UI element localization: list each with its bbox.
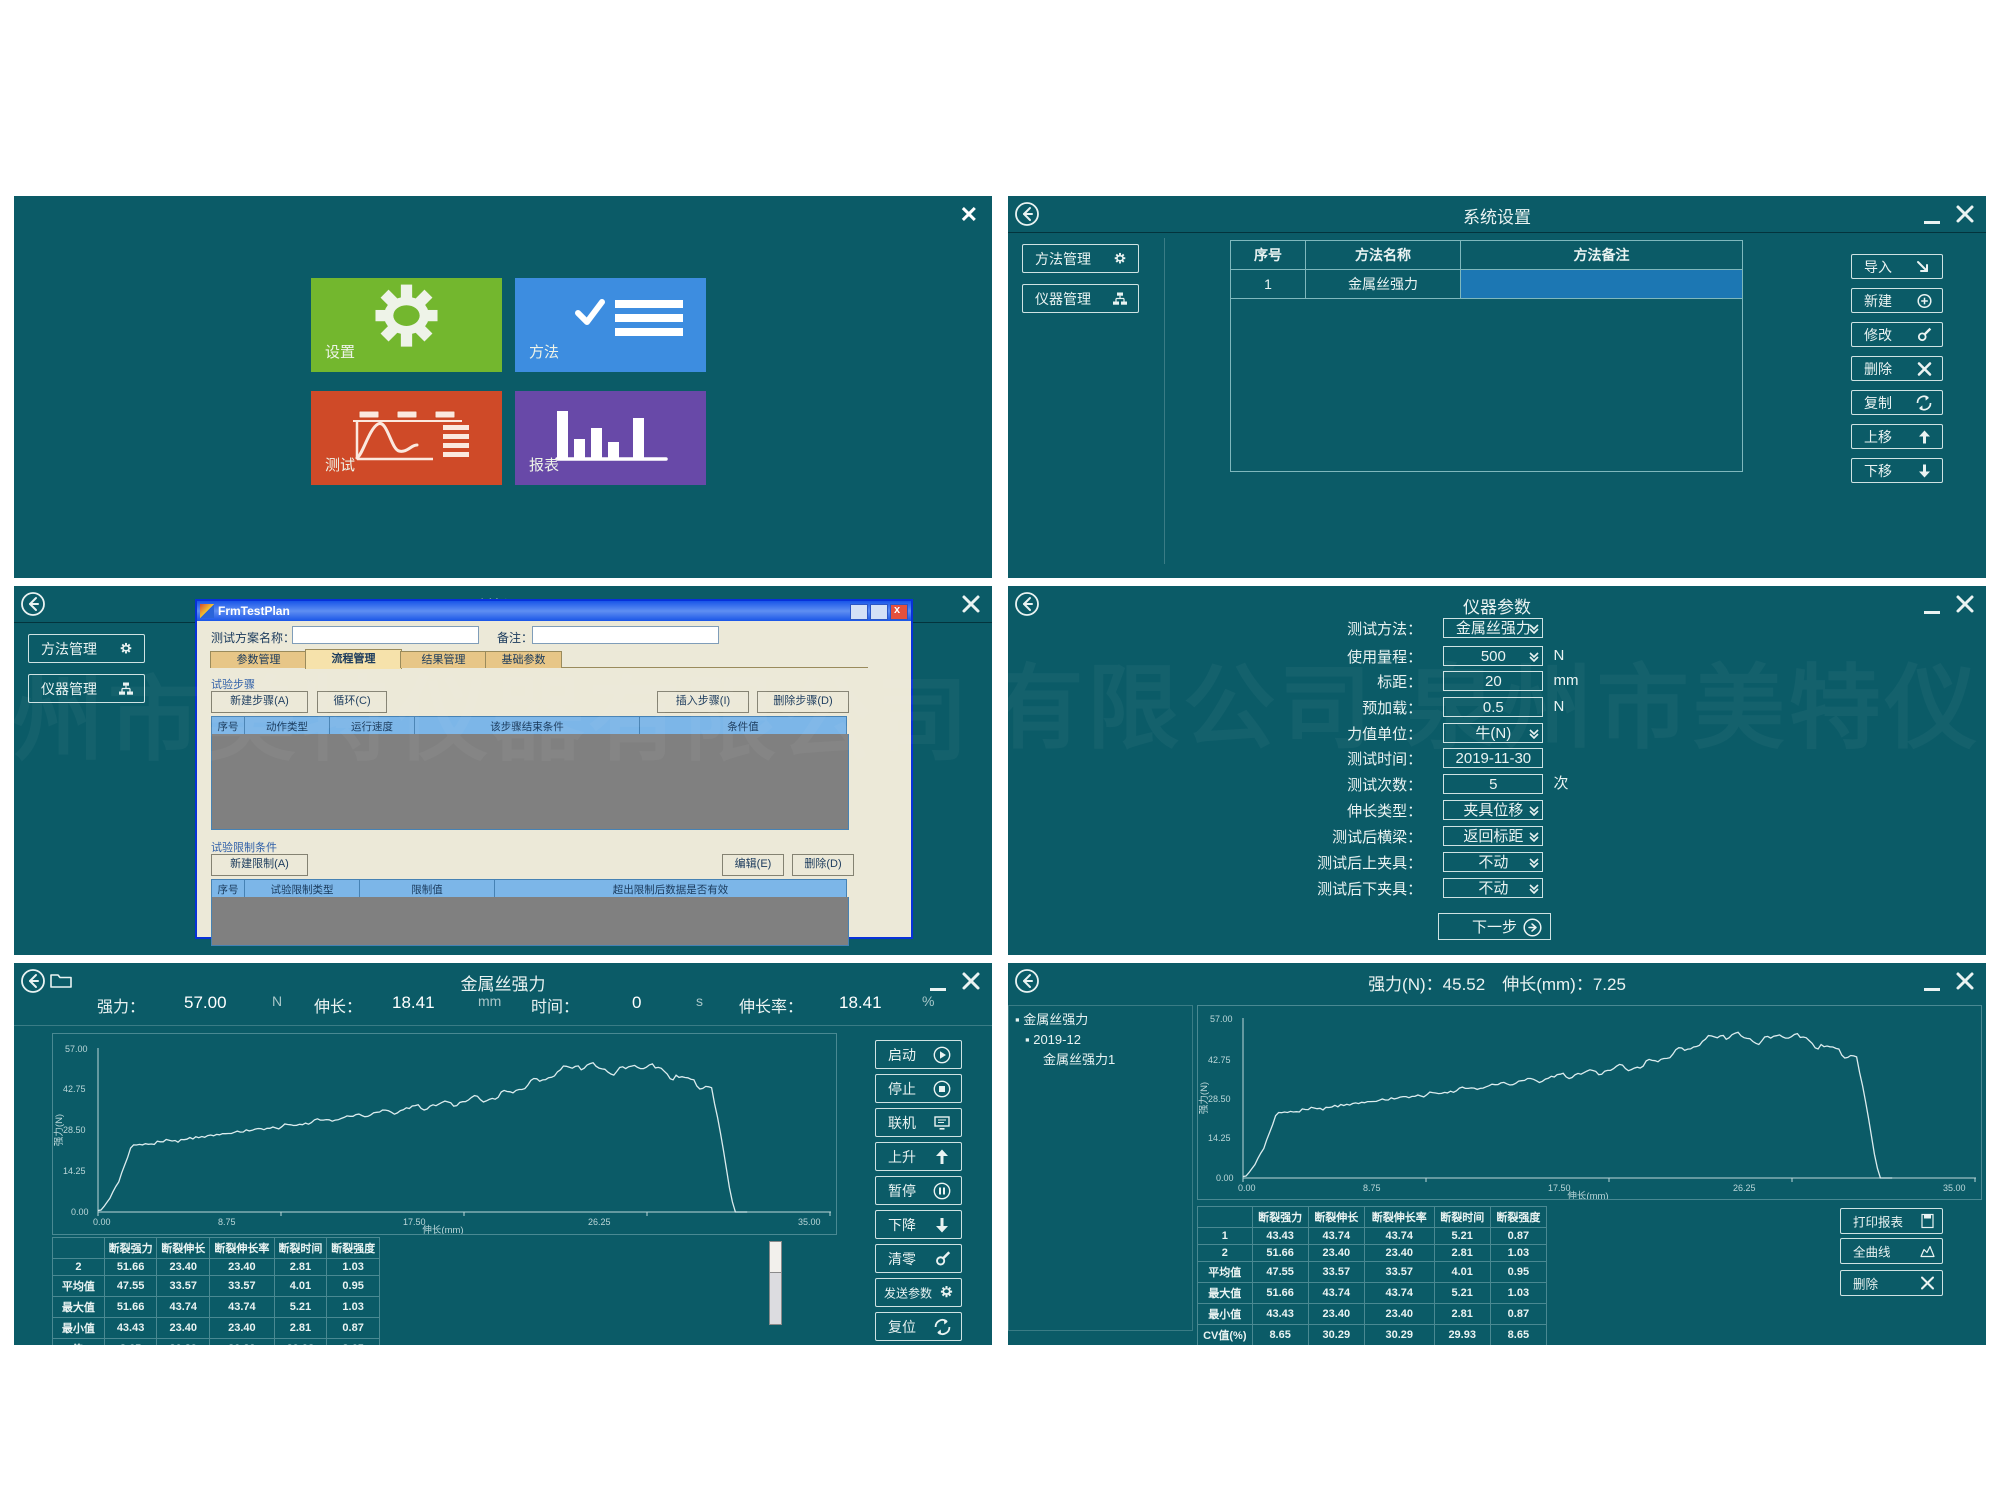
- svg-text:57.00: 57.00: [65, 1044, 88, 1054]
- svg-text:14.25: 14.25: [1208, 1133, 1231, 1143]
- svg-text:42.75: 42.75: [1208, 1055, 1231, 1065]
- svg-text:0.00: 0.00: [1216, 1173, 1234, 1183]
- svg-text:28.50: 28.50: [63, 1125, 86, 1135]
- svg-text:14.25: 14.25: [63, 1166, 86, 1176]
- svg-text:伸长(mm): 伸长(mm): [422, 1224, 463, 1234]
- svg-text:26.25: 26.25: [1733, 1183, 1756, 1193]
- svg-text:伸长(mm): 伸长(mm): [1567, 1190, 1608, 1199]
- svg-text:35.00: 35.00: [798, 1217, 821, 1227]
- svg-text:57.00: 57.00: [1210, 1014, 1233, 1024]
- svg-text:强力(N): 强力(N): [1198, 1082, 1210, 1114]
- svg-text:0.00: 0.00: [93, 1217, 111, 1227]
- svg-text:强力(N): 强力(N): [53, 1114, 65, 1146]
- svg-text:35.00: 35.00: [1943, 1183, 1966, 1193]
- svg-text:8.75: 8.75: [1363, 1183, 1381, 1193]
- svg-text:8.75: 8.75: [218, 1217, 236, 1227]
- svg-text:0.00: 0.00: [71, 1207, 89, 1217]
- svg-text:28.50: 28.50: [1208, 1094, 1231, 1104]
- svg-text:26.25: 26.25: [588, 1217, 611, 1227]
- svg-text:42.75: 42.75: [63, 1084, 86, 1094]
- svg-text:0.00: 0.00: [1238, 1183, 1256, 1193]
